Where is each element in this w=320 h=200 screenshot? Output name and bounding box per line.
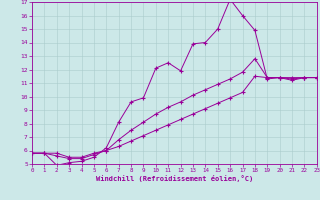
- X-axis label: Windchill (Refroidissement éolien,°C): Windchill (Refroidissement éolien,°C): [96, 175, 253, 182]
